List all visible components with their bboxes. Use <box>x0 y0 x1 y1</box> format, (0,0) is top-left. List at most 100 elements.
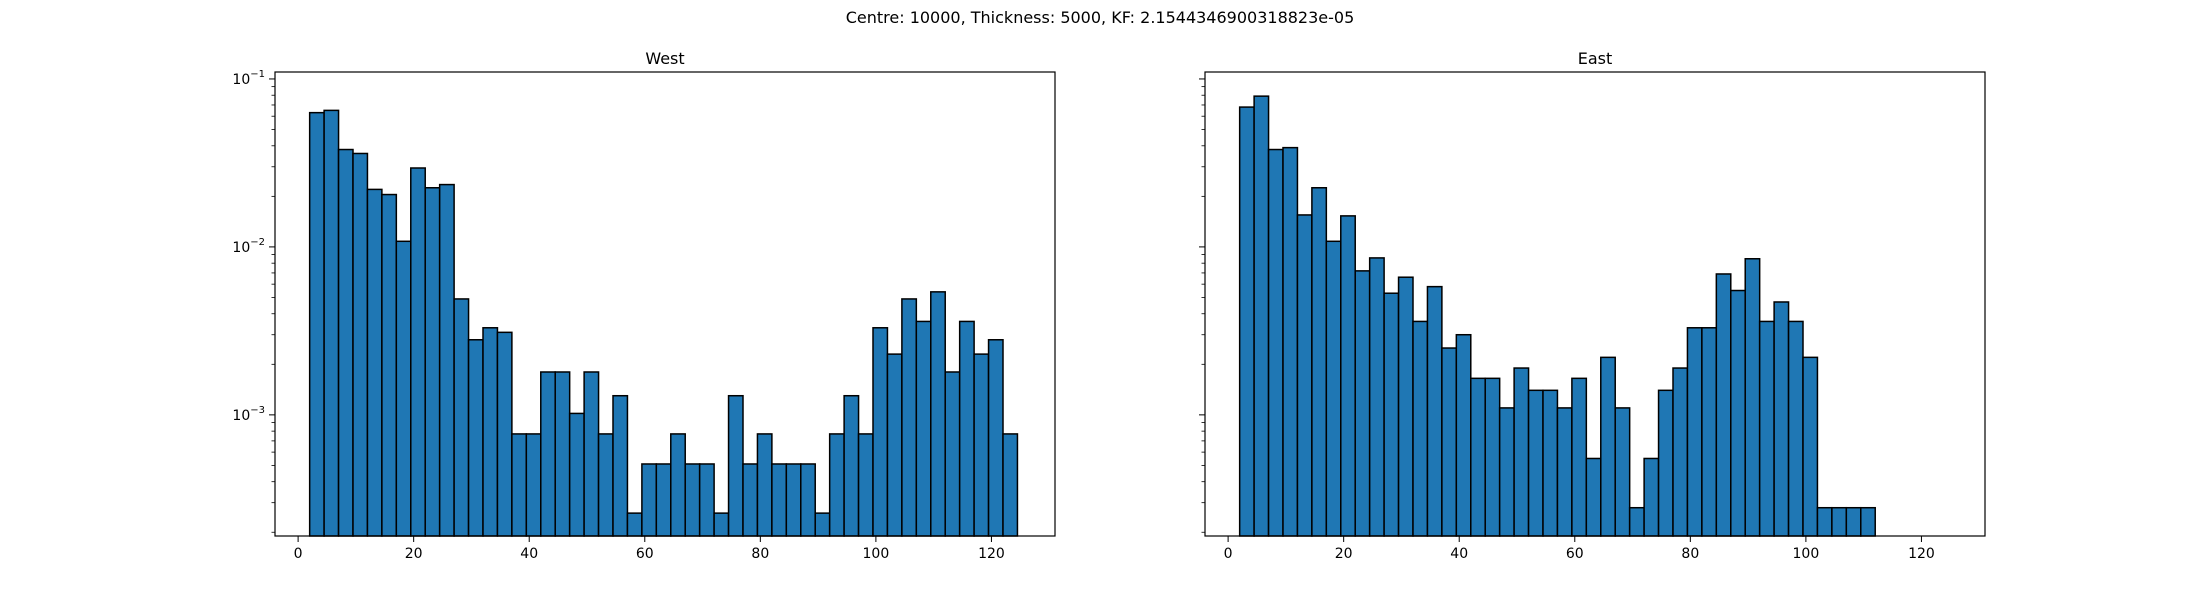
histogram-bar <box>973 353 990 537</box>
x-tick-label: 0 <box>294 546 303 562</box>
x-tick-label: 120 <box>978 546 1005 562</box>
x-tick-label: 80 <box>1681 546 1699 562</box>
histogram-bar <box>1730 289 1746 537</box>
y-tick-label: 10−1 <box>232 69 265 88</box>
histogram-bar <box>785 463 802 537</box>
histogram-bar <box>670 433 686 537</box>
histogram-bar <box>1267 148 1284 537</box>
x-tick-label: 40 <box>1450 546 1468 562</box>
histogram-bar <box>944 371 961 537</box>
histogram-bar <box>1614 407 1631 537</box>
histogram-bar <box>410 167 426 537</box>
histogram-bar <box>1758 320 1775 537</box>
figure-title: Centre: 10000, Thickness: 5000, KF: 2.15… <box>845 8 1355 27</box>
histogram-bar <box>756 433 773 537</box>
chart-panel-west: West 0 20 40 60 80 100 120 10−3 10−2 10−1 <box>232 49 1056 562</box>
histogram-bar <box>800 463 816 537</box>
histogram-bar <box>482 327 499 537</box>
histogram-bar <box>554 371 571 537</box>
histogram-bar <box>1556 407 1573 537</box>
histogram-bar <box>684 463 701 537</box>
histogram-bar <box>698 463 715 537</box>
histogram-bar <box>727 394 744 537</box>
histogram-bar <box>612 394 629 537</box>
histogram-bar <box>886 353 903 537</box>
histogram-bar <box>496 331 513 537</box>
histogram-bar <box>1253 95 1270 537</box>
histogram-bar <box>857 433 874 537</box>
histogram-bar <box>872 327 889 537</box>
histogram-bar <box>958 320 975 537</box>
histogram-bar <box>1470 377 1486 537</box>
histogram-bar <box>395 240 412 537</box>
x-tick-label: 0 <box>1224 546 1233 562</box>
y-tick-label: 10−3 <box>232 405 265 424</box>
histogram-bar <box>1744 258 1761 537</box>
histogram-bar <box>1701 327 1718 537</box>
histogram-bar <box>655 463 672 537</box>
histogram-bar <box>366 188 383 537</box>
histogram-bar <box>453 298 470 537</box>
histogram-bar <box>1715 273 1732 537</box>
x-tick-label: 20 <box>1335 546 1353 562</box>
histogram-bar <box>568 412 585 537</box>
histogram-bar <box>511 433 528 537</box>
histogram-bar <box>352 152 369 537</box>
x-tick-label: 80 <box>751 546 769 562</box>
histogram-bar <box>381 193 398 537</box>
histogram-bar <box>1686 327 1703 537</box>
chart-panel-east: East 0 20 40 60 80 100 120 <box>1199 49 1986 562</box>
histogram-bar <box>1383 292 1400 537</box>
y-tick-label: 10−2 <box>232 237 265 256</box>
histogram-bar <box>1831 506 1848 537</box>
histogram-bar <box>814 512 831 537</box>
histogram-bar <box>1484 377 1501 537</box>
histogram-bar <box>1860 506 1876 537</box>
histogram-bar <box>1311 187 1328 537</box>
histogram-bar <box>1397 276 1414 537</box>
histogram-bar <box>597 433 614 537</box>
histogram-bar <box>1585 457 1602 537</box>
histogram-bar <box>626 512 643 537</box>
x-tick-label: 20 <box>405 546 423 562</box>
histogram-bar <box>828 433 845 537</box>
histogram-bar <box>1368 257 1385 537</box>
histogram-bar <box>1325 240 1342 537</box>
histogram-bar <box>930 291 946 537</box>
subplot-title: East <box>1578 49 1613 68</box>
histogram-bar <box>583 371 600 537</box>
histogram-bar <box>987 339 1004 537</box>
histogram-bar <box>1412 320 1429 537</box>
histogram-bar <box>1513 367 1530 537</box>
histogram-bar <box>1628 506 1645 537</box>
x-tick-label: 60 <box>1566 546 1584 562</box>
histogram-bar <box>323 109 340 537</box>
histogram-bar <box>1773 301 1790 537</box>
histogram-bar <box>1354 270 1371 537</box>
histogram-bar <box>1498 407 1515 537</box>
histogram-bar <box>1282 146 1299 537</box>
histogram-bar <box>901 298 918 537</box>
histogram-bar <box>1455 333 1472 537</box>
histogram-bar <box>1340 215 1356 537</box>
histogram-bar <box>308 111 325 537</box>
histogram-bar <box>1816 506 1833 537</box>
histogram-bar <box>1571 377 1588 537</box>
histogram-bar <box>1296 214 1313 537</box>
histogram-bar <box>843 394 860 537</box>
x-tick-label: 100 <box>1793 546 1820 562</box>
histogram-bar <box>1845 506 1862 537</box>
histogram-bar <box>742 463 759 537</box>
histogram-bar <box>438 183 455 537</box>
histogram-bar <box>540 371 556 537</box>
histogram-bar <box>1527 389 1544 537</box>
histogram-bar <box>1600 356 1616 537</box>
histogram-bar <box>337 148 354 537</box>
axes-frame <box>1204 71 1986 537</box>
histogram-bar <box>1542 389 1559 537</box>
histogram-bar <box>1657 389 1674 537</box>
histogram-bar <box>424 187 441 537</box>
x-tick-label: 100 <box>863 546 890 562</box>
x-tick-label: 120 <box>1908 546 1935 562</box>
